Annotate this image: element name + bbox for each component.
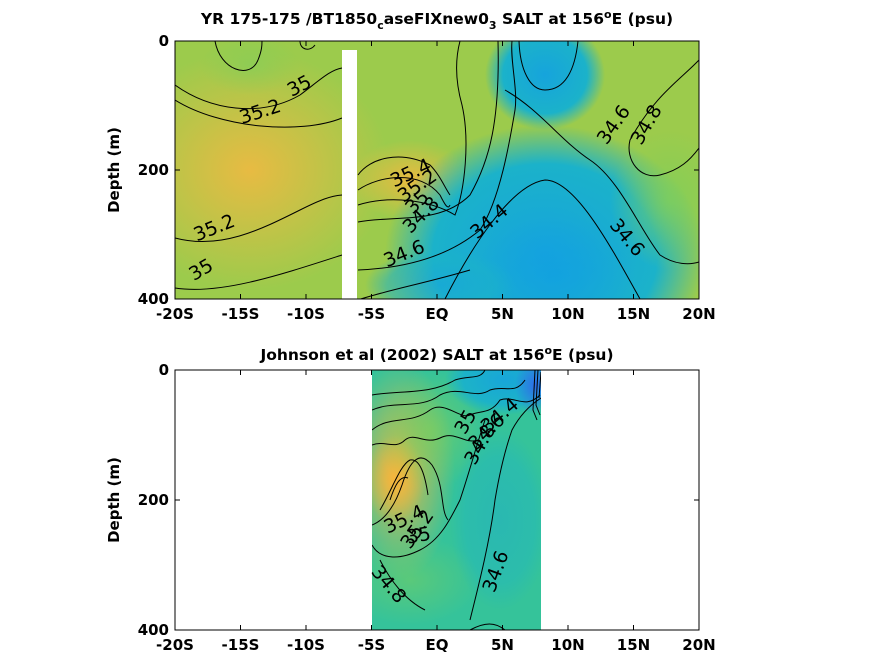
contour-obs-352 — [379, 459, 429, 511]
contour-obs-348 — [372, 419, 486, 558]
y-tick-label: 0 — [159, 32, 169, 50]
contour-model-wave2 — [299, 41, 316, 50]
y-tick-label: 400 — [138, 621, 169, 639]
contour-obs-2 — [372, 379, 526, 411]
contour-model-352-bottom — [175, 194, 343, 242]
contour-model-wave — [214, 41, 263, 71]
contour-model-346 — [357, 41, 517, 271]
x-tick-label: -10S — [287, 636, 325, 654]
contour-model-344 — [444, 179, 641, 299]
contour-obs-346 — [469, 397, 541, 621]
y-axis-label-top: Depth (m) — [105, 127, 123, 213]
missing-data-band — [342, 50, 357, 300]
y-tick-label: 0 — [159, 361, 169, 379]
salinity-field-model — [175, 41, 699, 299]
y-tick-label: 400 — [138, 290, 169, 308]
x-tick-label: -20S — [156, 636, 194, 654]
x-tick-label: 15N — [617, 305, 650, 323]
y-axis-bottom: 0 200 400 — [138, 361, 699, 639]
contour-label: 35 — [405, 523, 433, 549]
panel-model: YR 175-175 /BT1850caseFIXnew03 SALT at 1… — [105, 8, 716, 323]
x-tick-label: 10N — [551, 636, 584, 654]
x-tick-label: EQ — [426, 636, 449, 654]
contour-obs-348-low — [379, 559, 426, 611]
y-tick-label: 200 — [138, 161, 169, 179]
x-tick-label: EQ — [426, 305, 449, 323]
x-tick-label: 10N — [551, 305, 584, 323]
chart-title-bottom: Johnson et al (2002) SALT at 156oE (psu) — [259, 344, 613, 364]
contour-obs-front-c — [538, 371, 541, 399]
x-tick-label: 20N — [682, 305, 715, 323]
x-axis-bottom: -20S -15S -10S -5S EQ 5N 10N 15N 20N — [156, 370, 716, 654]
contour-model-352 — [357, 177, 451, 208]
x-tick-label: 5N — [491, 636, 514, 654]
contour-model-352-top — [175, 99, 343, 128]
contour-obs-35 — [372, 457, 449, 526]
contour-model-348 — [357, 41, 499, 223]
contour-obs-front-a — [532, 370, 538, 421]
x-tick-label: 20N — [682, 636, 715, 654]
contour-obs-4 — [372, 435, 479, 446]
contour-model-346-b — [359, 269, 471, 299]
contour-model-348-east — [628, 59, 699, 177]
x-tick-label: -5S — [358, 636, 385, 654]
contour-model-35-bottom — [175, 254, 343, 290]
y-axis-label-bottom: Depth (m) — [105, 457, 123, 543]
x-tick-label: -15S — [222, 636, 260, 654]
x-axis-top: -20S -15S -10S -5S EQ 5N 10N 15N 20N — [156, 41, 716, 323]
contour-obs-front-b — [535, 370, 541, 416]
contour-model-35-top — [175, 67, 343, 110]
contour-model-354 — [357, 156, 451, 196]
contour-model-346-east — [504, 89, 699, 265]
panel-observations: Johnson et al (2002) SALT at 156oE (psu) — [105, 344, 716, 654]
contour-obs-354 — [389, 476, 409, 501]
y-tick-label: 200 — [138, 491, 169, 509]
contour-obs-3 — [372, 394, 541, 431]
contour-obs-1 — [372, 370, 486, 396]
x-tick-label: -10S — [287, 305, 325, 323]
x-tick-label: -15S — [222, 305, 260, 323]
chart-title-top: YR 175-175 /BT1850caseFIXnew03 SALT at 1… — [200, 8, 673, 32]
x-tick-label: -20S — [156, 305, 194, 323]
salinity-field-obs — [372, 370, 541, 630]
x-tick-label: -5S — [358, 305, 385, 323]
contour-model-35 — [357, 41, 467, 216]
x-tick-label: 5N — [491, 305, 514, 323]
x-tick-label: 15N — [617, 636, 650, 654]
contour-model-346-north — [518, 41, 579, 91]
y-axis-top: 0 200 400 — [138, 32, 699, 308]
